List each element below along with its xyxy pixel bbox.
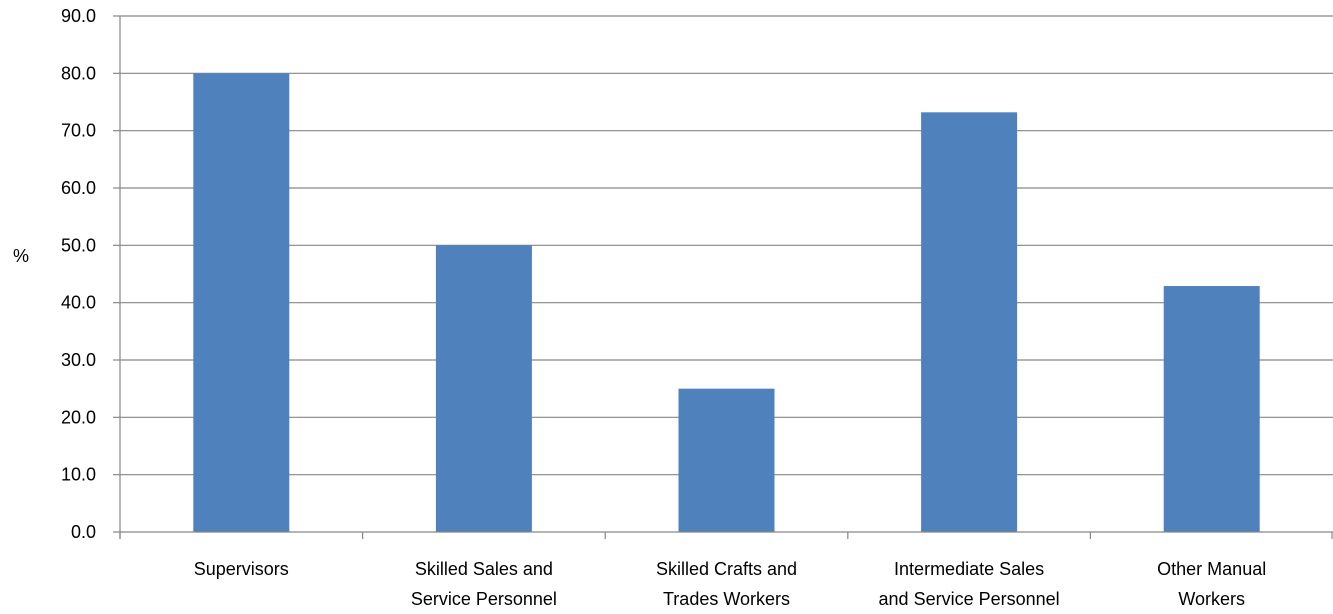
gridlines [120,15,1333,476]
y-axis-title: % [13,246,29,266]
x-axis-category-labels: Supervisors Skilled Sales and Service Pers… [194,559,1266,609]
x-category-label: Trades Workers [663,589,790,609]
x-category-label: Service Personnel [411,589,557,609]
bar [193,73,290,532]
bars [193,73,1260,533]
x-category-label: and Service Personnel [879,589,1060,609]
y-tick-label: 20.0 [61,407,96,427]
y-tick-label: 90.0 [61,6,96,26]
y-tick-label: 10.0 [61,465,96,485]
bar [435,245,532,533]
bar [1163,286,1260,532]
x-category-label: Skilled Crafts and [656,559,797,579]
y-tick-label: 40.0 [61,293,96,313]
y-tick-label: 70.0 [61,121,96,141]
axes [113,15,1333,539]
x-category-label: Supervisors [194,559,289,579]
y-tick-label: 80.0 [61,63,96,83]
y-tick-label: 60.0 [61,178,96,198]
x-category-label: Intermediate Sales [894,559,1044,579]
x-category-label: Other Manual [1157,559,1266,579]
x-category-label: Skilled Sales and [415,559,553,579]
x-category-label: Workers [1178,589,1245,609]
bar [921,112,1018,532]
y-tick-label: 0.0 [71,522,96,542]
y-axis-tick-labels: 0.0 10.0 20.0 30.0 40.0 50.0 60.0 70.0 80.0 90.0 [61,6,96,542]
y-tick-label: 30.0 [61,350,96,370]
y-tick-label: 50.0 [61,235,96,255]
bar [678,388,775,532]
